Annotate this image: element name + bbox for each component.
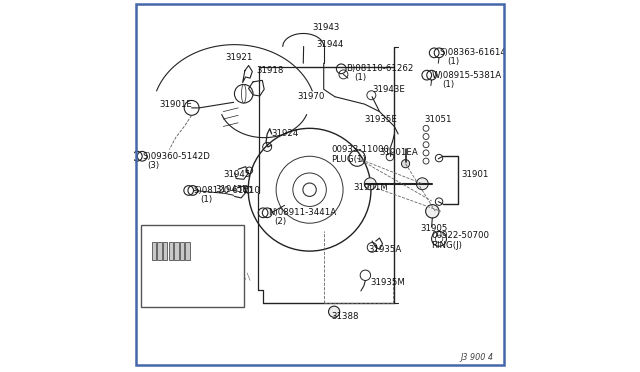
Text: J3 900 4: J3 900 4 (460, 353, 493, 362)
Text: 31901: 31901 (461, 170, 489, 179)
Text: (1): (1) (355, 73, 367, 82)
Text: 31918: 31918 (257, 66, 284, 75)
Text: 00933-11000: 00933-11000 (331, 145, 389, 154)
Circle shape (143, 255, 153, 264)
Text: B)08110-61262: B)08110-61262 (346, 64, 413, 73)
FancyBboxPatch shape (168, 242, 173, 260)
Text: 31944: 31944 (316, 40, 344, 49)
Text: 31918G: 31918G (193, 286, 228, 295)
Text: 31901E: 31901E (159, 100, 192, 109)
Text: 00922-50700: 00922-50700 (431, 231, 490, 240)
Text: 31924: 31924 (271, 129, 299, 138)
Text: 31945: 31945 (223, 170, 251, 179)
Circle shape (417, 178, 428, 190)
Text: 31905: 31905 (420, 224, 448, 233)
FancyBboxPatch shape (180, 242, 184, 260)
Circle shape (226, 269, 236, 279)
Text: 31901EA: 31901EA (380, 148, 419, 157)
Text: 31935M: 31935M (370, 278, 405, 287)
Circle shape (328, 306, 340, 317)
Text: 31935A: 31935A (369, 245, 402, 254)
Text: 31943: 31943 (312, 23, 340, 32)
Text: (3): (3) (147, 161, 159, 170)
Text: 31918F: 31918F (191, 245, 224, 254)
Circle shape (364, 178, 376, 190)
Text: S)09360-5142D: S)09360-5142D (142, 152, 210, 161)
Text: RING(J): RING(J) (431, 241, 463, 250)
FancyBboxPatch shape (141, 225, 244, 307)
Text: (1): (1) (447, 57, 460, 66)
FancyBboxPatch shape (152, 242, 156, 260)
Text: (1): (1) (200, 195, 212, 204)
Text: 31935P: 31935P (142, 267, 175, 276)
Circle shape (401, 160, 410, 168)
Text: 31945E: 31945E (216, 185, 249, 194)
Text: S)08363-61614: S)08363-61614 (439, 48, 506, 57)
FancyBboxPatch shape (174, 242, 179, 260)
Circle shape (426, 205, 439, 218)
Text: (1): (1) (442, 80, 454, 89)
Text: S)08120-61210: S)08120-61210 (193, 186, 260, 195)
FancyBboxPatch shape (157, 242, 162, 260)
Text: PLUG(1): PLUG(1) (331, 155, 366, 164)
Text: 31970: 31970 (298, 92, 325, 101)
FancyBboxPatch shape (163, 242, 168, 260)
Text: 31943E: 31943E (372, 85, 405, 94)
Text: W)08915-5381A: W)08915-5381A (431, 71, 502, 80)
FancyBboxPatch shape (186, 242, 190, 260)
Text: (2): (2) (275, 217, 287, 226)
Text: 31388: 31388 (331, 312, 358, 321)
Text: 31901M: 31901M (353, 183, 388, 192)
Text: 31051: 31051 (424, 115, 452, 124)
Text: 31935E: 31935E (365, 115, 397, 124)
Text: 31921: 31921 (225, 53, 253, 62)
Text: N)08911-3441A: N)08911-3441A (268, 208, 336, 217)
